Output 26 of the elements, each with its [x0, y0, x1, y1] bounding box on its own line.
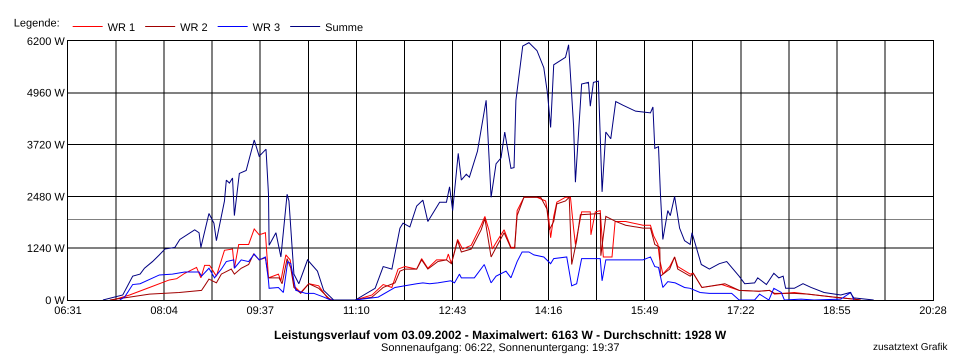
y-tick-label: 1240 W — [26, 243, 66, 256]
x-tick-label: 15:49 — [630, 305, 658, 318]
y-tick-label: 2480 W — [26, 191, 66, 204]
x-tick-label: 06:31 — [54, 305, 82, 318]
x-tick-label: 20:28 — [919, 305, 947, 318]
x-tick-label: 14:16 — [534, 305, 562, 318]
x-tick-label: 11:10 — [342, 305, 370, 318]
line-series — [102, 42, 874, 300]
y-tick-label: 6200 W — [26, 36, 66, 48]
y-tick-label: 0 W — [45, 294, 66, 307]
text: zusatztext Grafik — [873, 342, 948, 353]
line-series — [119, 251, 854, 300]
legend-title: Legende: — [14, 17, 60, 30]
legend-label: WR 2 — [180, 22, 208, 34]
legend-label: WR 1 — [108, 22, 136, 34]
text: Leistungsverlauf vom 03.09.2002 - Maximalwert: 6163 W - Durchschnitt: 1928 W — [274, 328, 727, 342]
legend-label: WR 3 — [252, 22, 280, 34]
x-tick-label: 18:55 — [823, 305, 851, 318]
x-tick-label: 12:43 — [438, 305, 466, 318]
y-tick-label: 4960 W — [26, 88, 66, 100]
y-tick-label: 3720 W — [26, 139, 66, 152]
legend-label: Summe — [325, 22, 364, 34]
x-tick-label: 09:37 — [246, 305, 274, 318]
x-tick-label: 17:22 — [727, 305, 755, 318]
text: Sonnenaufgang: 06:22, Sonnenuntergang: 19:37 — [381, 342, 620, 354]
x-tick-label: 08:04 — [150, 305, 178, 318]
